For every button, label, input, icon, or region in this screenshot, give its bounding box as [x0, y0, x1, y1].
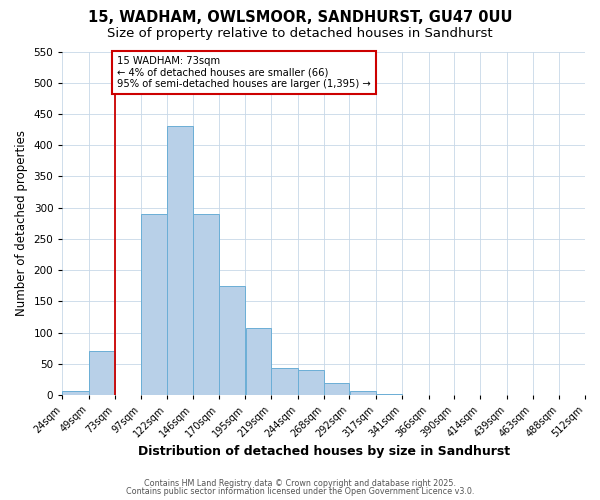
Bar — [140, 214, 167, 395]
Bar — [271, 368, 298, 395]
Text: 15 WADHAM: 73sqm
← 4% of detached houses are smaller (66)
95% of semi-detached h: 15 WADHAM: 73sqm ← 4% of detached houses… — [117, 56, 371, 89]
Bar — [89, 352, 115, 395]
Bar — [62, 390, 89, 395]
Bar — [193, 214, 218, 395]
Bar — [298, 370, 323, 395]
Bar — [324, 382, 349, 395]
Text: Contains public sector information licensed under the Open Government Licence v3: Contains public sector information licen… — [126, 487, 474, 496]
Text: 15, WADHAM, OWLSMOOR, SANDHURST, GU47 0UU: 15, WADHAM, OWLSMOOR, SANDHURST, GU47 0U… — [88, 10, 512, 25]
Bar — [245, 328, 271, 395]
Bar — [219, 286, 245, 395]
Bar — [167, 126, 193, 395]
Text: Size of property relative to detached houses in Sandhurst: Size of property relative to detached ho… — [107, 28, 493, 40]
Bar — [376, 394, 401, 395]
Y-axis label: Number of detached properties: Number of detached properties — [15, 130, 28, 316]
Text: Contains HM Land Registry data © Crown copyright and database right 2025.: Contains HM Land Registry data © Crown c… — [144, 478, 456, 488]
Bar — [350, 390, 376, 395]
X-axis label: Distribution of detached houses by size in Sandhurst: Distribution of detached houses by size … — [137, 444, 510, 458]
